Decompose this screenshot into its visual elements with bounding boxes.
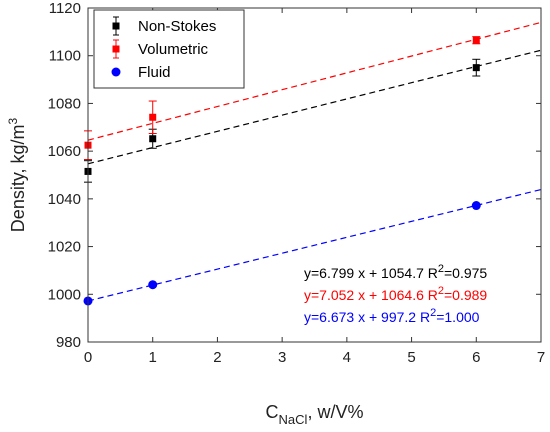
fit-line-non-stokes — [87, 49, 542, 165]
y-tick-label: 1000 — [48, 286, 81, 303]
x-tick-label: 6 — [472, 349, 480, 366]
legend-marker — [112, 22, 120, 30]
point-volumetric — [472, 36, 480, 44]
legend-marker — [112, 45, 120, 53]
point-volumetric — [149, 113, 157, 121]
x-axis-title: CNaCl, w/V% — [266, 402, 364, 427]
point-fluid — [148, 280, 158, 290]
x-axis-ticks: 0 1 2 3 4 5 6 7 — [84, 8, 545, 366]
legend-item-volumetric: Volumetric — [112, 39, 209, 59]
legend-label: Non-Stokes — [138, 18, 216, 35]
legend-marker — [111, 67, 121, 77]
fit-equation: y=7.052 x + 1064.6 R2=0.989 — [304, 285, 487, 303]
fit-lines — [87, 21, 542, 302]
legend-item-fluid: Fluid — [111, 64, 171, 81]
point-non-stokes — [149, 135, 157, 143]
point-non-stokes — [472, 64, 480, 72]
legend-label: Fluid — [138, 64, 171, 81]
y-axis-title: Density, kg/m3 — [6, 117, 28, 232]
legend: Non-Stokes Volumetric Fluid — [93, 9, 245, 89]
y-axis-ticks: 980 1000 1020 1040 1060 1080 1100 1120 — [48, 0, 541, 351]
y-tick-label: 1060 — [48, 143, 81, 160]
fit-line-volumetric — [87, 21, 542, 141]
y-tick-label: 1080 — [48, 95, 81, 112]
point-fluid — [471, 201, 481, 211]
x-tick-label: 0 — [84, 349, 92, 366]
x-tick-label: 4 — [343, 349, 351, 366]
y-tick-label: 1120 — [49, 0, 81, 17]
x-tick-label: 7 — [537, 349, 545, 366]
fit-equations: y=6.799 x + 1054.7 R2=0.975 y=7.052 x + 1… — [304, 263, 487, 325]
x-tick-label: 1 — [149, 349, 157, 366]
y-tick-label: 1040 — [48, 191, 81, 208]
x-tick-label: 3 — [278, 349, 286, 366]
fit-equation: y=6.673 x + 997.2 R2=1.000 — [304, 307, 480, 325]
x-tick-label: 5 — [407, 349, 415, 366]
legend-label: Volumetric — [138, 41, 209, 58]
x-tick-label: 2 — [213, 349, 221, 366]
y-tick-label: 1100 — [49, 48, 81, 65]
legend-item-non-stokes: Non-Stokes — [112, 16, 216, 36]
y-tick-label: 980 — [56, 334, 81, 351]
fit-line-fluid — [87, 188, 542, 302]
y-tick-label: 1020 — [48, 239, 81, 256]
plot-frame — [87, 7, 542, 343]
fit-equation: y=6.799 x + 1054.7 R2=0.975 — [304, 263, 487, 281]
